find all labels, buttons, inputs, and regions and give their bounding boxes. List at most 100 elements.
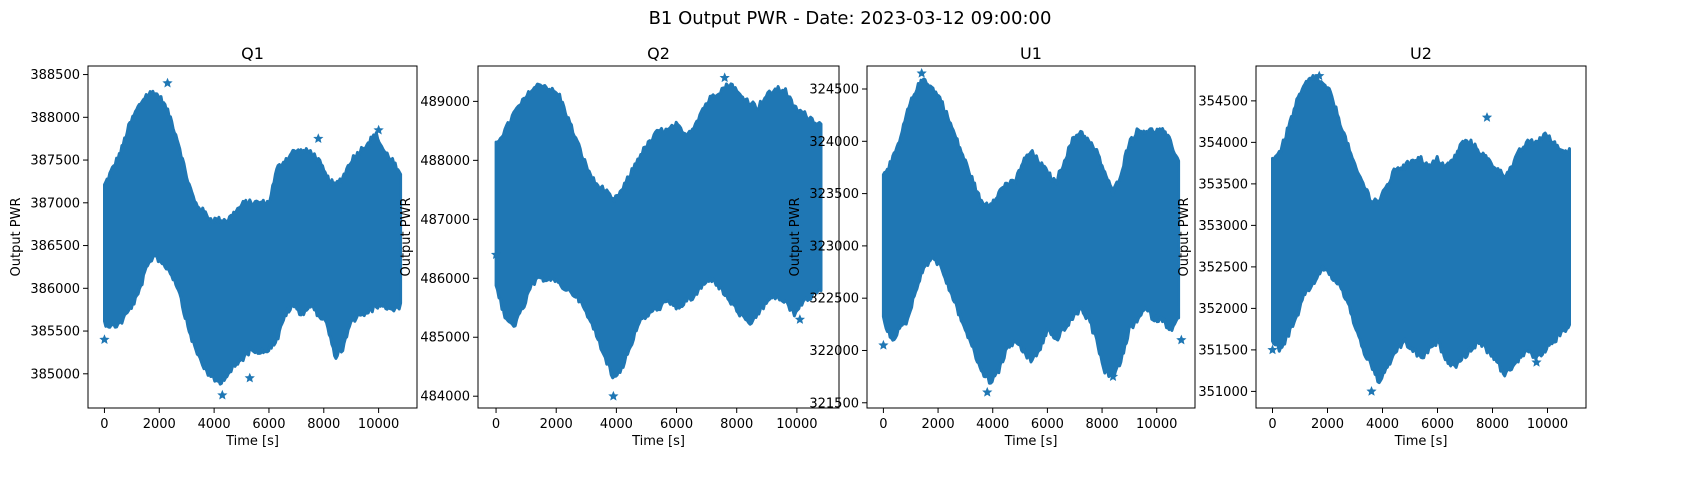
- axes-frame: [87, 65, 418, 409]
- x-tick-label: 4000: [600, 417, 633, 432]
- data-point: [916, 67, 927, 78]
- y-tick-label: 388500: [30, 68, 80, 83]
- x-tick-label: 6000: [252, 417, 285, 432]
- x-tick-label: 4000: [1366, 417, 1399, 432]
- x-tick-label: 6000: [1421, 417, 1454, 432]
- data-point: [313, 133, 324, 144]
- x-axis-label: Time [s]: [1004, 434, 1058, 449]
- y-tick-label: 489000: [420, 95, 470, 110]
- x-axis-label: Time [s]: [225, 434, 279, 449]
- y-tick-label: 485000: [420, 331, 470, 346]
- x-tick-label: 2000: [922, 417, 955, 432]
- y-tick-label: 324000: [809, 135, 859, 150]
- subplot-title: U2: [1410, 44, 1432, 63]
- x-tick-label: 0: [1268, 417, 1276, 432]
- subplot-u1: 0 2000 4000 6000 8000 10000 321500 322000 322500…: [788, 44, 1196, 449]
- y-tick-label: 354000: [1198, 136, 1248, 151]
- subplot-title: Q1: [241, 44, 264, 63]
- data-point: [878, 339, 889, 350]
- x-tick-label: 0: [492, 417, 500, 432]
- x-tick-label: 10000: [1527, 417, 1568, 432]
- data-point: [244, 372, 255, 383]
- data-point: [373, 124, 384, 135]
- data-point: [982, 386, 993, 397]
- x-tick-label: 6000: [1031, 417, 1064, 432]
- y-axis-label: Output PWR: [788, 197, 803, 276]
- data-band-u2: [1271, 74, 1571, 385]
- x-axis-label: Time [s]: [631, 434, 685, 449]
- data-point: [719, 72, 730, 83]
- x-tick-label: 0: [100, 417, 108, 432]
- axes-frame: [1255, 65, 1587, 409]
- x-tick-label: 8000: [1476, 417, 1509, 432]
- y-tick-label: 323000: [809, 239, 859, 254]
- y-tick-label: 351500: [1198, 343, 1248, 358]
- x-tick-label: 8000: [307, 417, 340, 432]
- data-point: [1314, 70, 1325, 81]
- axes-frame: [866, 65, 1196, 409]
- y-axis-label: Output PWR: [399, 197, 414, 276]
- x-tick-label: 2000: [1311, 417, 1344, 432]
- data-point: [1481, 112, 1493, 122]
- y-tick-label: 387000: [30, 196, 80, 211]
- y-tick-label: 353500: [1198, 177, 1248, 192]
- y-axis-label: Output PWR: [1177, 197, 1192, 276]
- data-band-q1: [103, 89, 403, 386]
- y-tick-label: 322000: [809, 344, 859, 359]
- y-tick-label: 385000: [30, 367, 80, 382]
- y-tick-label: 353000: [1198, 219, 1248, 234]
- x-tick-label: 10000: [358, 417, 399, 432]
- x-axis-label: Time [s]: [1394, 434, 1448, 449]
- data-point: [1366, 386, 1377, 396]
- y-tick-label: 354500: [1198, 94, 1248, 109]
- axes-frame: [477, 65, 840, 409]
- subplot-q1: 0 2000 4000 6000 8000 10000 385000 385500 386000…: [9, 44, 418, 449]
- data-band-u1: [881, 77, 1181, 385]
- data-point: [794, 314, 806, 324]
- y-tick-label: 388000: [30, 111, 80, 126]
- data-point: [217, 389, 228, 400]
- data-point: [490, 249, 502, 260]
- x-tick-label: 0: [879, 417, 887, 432]
- y-tick-label: 352500: [1198, 260, 1248, 275]
- subplot-title: U1: [1020, 44, 1042, 63]
- y-tick-label: 487000: [420, 213, 470, 228]
- x-tick-label: 8000: [720, 417, 753, 432]
- data-point: [99, 334, 110, 344]
- x-tick-label: 6000: [660, 417, 693, 432]
- y-tick-label: 324500: [809, 83, 859, 98]
- data-point: [162, 77, 173, 88]
- data-point: [1107, 371, 1119, 381]
- subplot-title: Q2: [647, 44, 670, 63]
- subplot-u2: 0 2000 4000 6000 8000 10000 351000 351500 352000…: [1177, 44, 1587, 449]
- data-point: [1531, 356, 1542, 367]
- y-tick-label: 323500: [809, 187, 859, 202]
- data-point: [1267, 344, 1278, 355]
- x-tick-label: 4000: [976, 417, 1009, 432]
- x-tick-label: 10000: [776, 417, 817, 432]
- y-tick-label: 321500: [809, 396, 859, 411]
- y-tick-label: 386500: [30, 239, 80, 254]
- y-tick-label: 322500: [809, 292, 859, 307]
- x-tick-label: 2000: [540, 417, 573, 432]
- y-tick-label: 351000: [1198, 385, 1248, 400]
- y-tick-label: 386000: [30, 282, 80, 297]
- x-tick-label: 2000: [143, 417, 176, 432]
- data-band-q2: [494, 82, 823, 380]
- y-tick-label: 387500: [30, 154, 80, 169]
- x-tick-label: 8000: [1086, 417, 1119, 432]
- y-tick-label: 352000: [1198, 302, 1248, 317]
- subplot-q2: 0 2000 4000 6000 8000 10000 484000 485000 486000…: [399, 44, 840, 449]
- y-tick-label: 488000: [420, 154, 470, 169]
- figure-title: B1 Output PWR - Date: 2023-03-12 09:00:0…: [649, 8, 1052, 29]
- y-tick-label: 484000: [420, 390, 470, 405]
- x-tick-label: 4000: [198, 417, 231, 432]
- x-tick-label: 10000: [1136, 417, 1177, 432]
- y-tick-label: 486000: [420, 272, 470, 287]
- data-point: [1176, 334, 1187, 345]
- y-tick-label: 385500: [30, 325, 80, 340]
- data-point: [608, 390, 619, 401]
- y-axis-label: Output PWR: [9, 197, 24, 276]
